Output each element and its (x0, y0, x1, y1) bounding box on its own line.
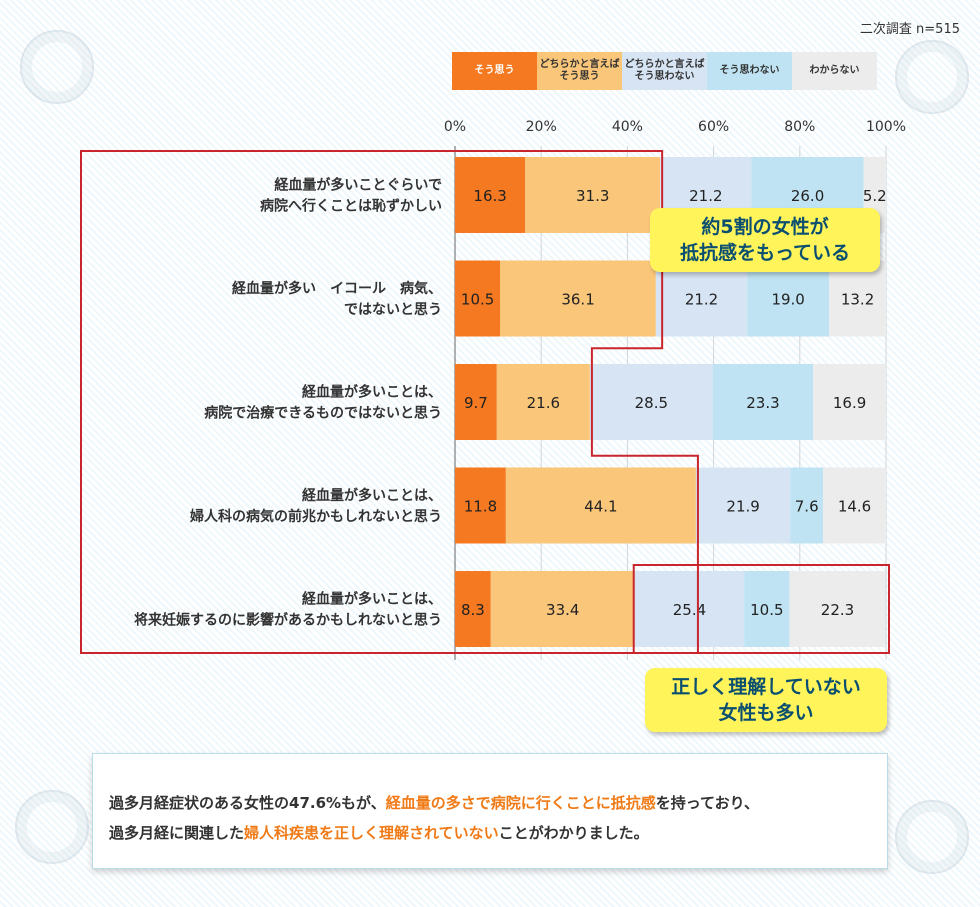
data-label: 11.8 (464, 498, 497, 516)
data-label: 22.3 (821, 601, 854, 619)
x-tick-label: 0% (444, 119, 466, 135)
bar-segment (829, 260, 886, 337)
data-label: 33.4 (546, 601, 579, 619)
chart-legend: そう思う どちらかと言えば そう思う どちらかと言えば そう思わない そう思わな… (452, 52, 877, 90)
bar-segment (813, 364, 886, 440)
bar-segment (496, 364, 590, 440)
data-label: 5.2 (863, 187, 887, 205)
category-label: 病院で治療できるものではないと思う (204, 405, 442, 422)
data-label: 7.6 (795, 498, 819, 516)
summary-highlight: 経血量の多さで病院に行くことに抵抗感 (385, 794, 656, 812)
data-label: 14.6 (838, 498, 871, 516)
x-tick-label: 100% (866, 119, 906, 135)
bar-segment (455, 157, 526, 233)
category-label: 経血量が多いことは、 (302, 384, 442, 401)
data-label: 26.0 (791, 187, 824, 205)
legend-item-3: そう思わない (707, 52, 792, 90)
data-label: 21.2 (685, 291, 718, 309)
x-tick-label: 40% (612, 119, 643, 135)
x-tick-label: 20% (526, 119, 557, 135)
data-label: 28.5 (635, 394, 668, 412)
bar-segment (455, 467, 506, 544)
x-tick-label: 60% (698, 119, 729, 135)
bar-segment (823, 467, 886, 544)
data-label: 9.7 (464, 394, 488, 412)
category-label: 経血量が多いことぐらいで (274, 177, 442, 194)
data-label: 23.3 (746, 394, 779, 412)
category-label: 経血量が多い イコール 病気、 (232, 280, 442, 297)
data-label: 21.2 (689, 187, 722, 205)
bar-segment (712, 364, 814, 440)
bar-segment (747, 260, 830, 337)
category-label: 将来妊娠するのに影響があるかもしれないと思う (134, 612, 442, 629)
bar-segment (789, 571, 886, 647)
data-label: 8.3 (461, 601, 485, 619)
survey-sample-label: 二次調査 n=515 (859, 22, 960, 37)
data-label: 19.0 (771, 291, 804, 309)
callout-bottom: 正しく理解していない 女性も多い (645, 668, 887, 732)
bar-segment (655, 260, 748, 337)
bar-segment (500, 260, 656, 337)
bar-segment (744, 571, 790, 647)
bar-segment (490, 571, 635, 647)
data-label: 31.3 (576, 187, 609, 205)
data-label: 21.9 (726, 498, 759, 516)
legend-item-1: どちらかと言えば そう思う (537, 52, 622, 90)
legend-item-0: そう思う (452, 52, 537, 90)
data-label: 25.4 (673, 601, 706, 619)
highlight-frame-disagree (632, 564, 890, 654)
bar-segment (695, 467, 791, 544)
summary-box: 過多月経症状のある女性の47.6%もが、経血量の多さで病院に行くことに抵抗感を持… (92, 753, 888, 869)
ornament-top-right (895, 40, 969, 114)
summary-text: 過多月経に関連した (109, 824, 245, 842)
ornament-top-left (20, 30, 94, 104)
bar-segment (505, 467, 696, 544)
data-label: 36.1 (561, 291, 594, 309)
summary-text: 過多月経症状のある女性の47.6%もが、 (109, 794, 386, 812)
ornament-bottom-left (15, 790, 89, 864)
summary-text: を持っており、 (655, 794, 759, 812)
bar-segment (634, 571, 745, 647)
bar-segment (589, 364, 713, 440)
legend-item-4: わからない (792, 52, 877, 90)
data-label: 10.5 (750, 601, 783, 619)
data-label: 44.1 (584, 498, 617, 516)
category-label: 経血量が多いことは、 (302, 591, 442, 608)
summary-text: ことがわかりました。 (498, 824, 649, 842)
data-label: 13.2 (841, 291, 874, 309)
bar-segment (790, 467, 824, 544)
data-label: 21.6 (527, 394, 560, 412)
x-tick-label: 80% (784, 119, 815, 135)
bar-segment (455, 571, 491, 647)
category-label: 婦人科の病気の前兆かもしれないと思う (189, 508, 442, 525)
category-label: 病院へ行くことは恥ずかしい (260, 198, 442, 215)
category-label: ではないと思う (344, 302, 442, 318)
data-label: 10.5 (461, 291, 494, 309)
category-label: 経血量が多いことは、 (302, 487, 442, 504)
summary-highlight: 婦人科疾患を正しく理解されていない (244, 824, 499, 842)
summary-line-1: 過多月経症状のある女性の47.6%もが、経血量の多さで病院に行くことに抵抗感を持… (109, 788, 887, 818)
bar-segment (525, 157, 661, 233)
data-label: 16.3 (473, 187, 506, 205)
bar-segment (455, 260, 501, 337)
legend-item-2: どちらかと言えば そう思わない (622, 52, 707, 90)
ornament-bottom-right (895, 800, 969, 874)
data-label: 16.9 (833, 394, 866, 412)
bar-segment (455, 364, 497, 440)
summary-line-2: 過多月経に関連した婦人科疾患を正しく理解されていないことがわかりました。 (109, 818, 887, 848)
callout-top: 約5割の女性が 抵抗感をもっている (650, 208, 880, 272)
